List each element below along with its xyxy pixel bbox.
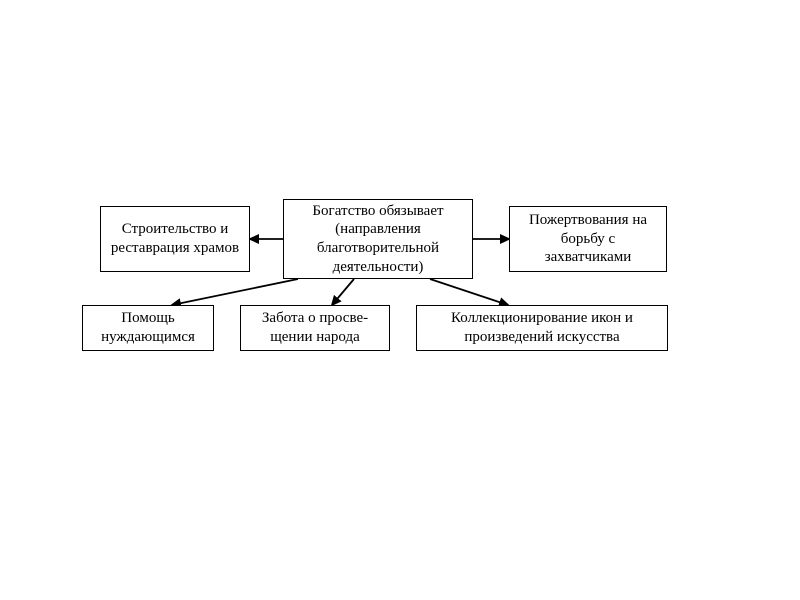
node-top-right: Пожертвования на борьбу с захватчиками [509, 206, 667, 272]
node-bottom-left: Помощь нуждающимся [82, 305, 214, 351]
node-center: Богатство обязывает (направления благотв… [283, 199, 473, 279]
arrow-layer [0, 0, 800, 600]
node-top-left: Строительство и реставрация храмов [100, 206, 250, 272]
node-bottom-mid: Забота о просве-щении народа [240, 305, 390, 351]
node-bottom-right: Коллекционирование икон и произведений и… [416, 305, 668, 351]
